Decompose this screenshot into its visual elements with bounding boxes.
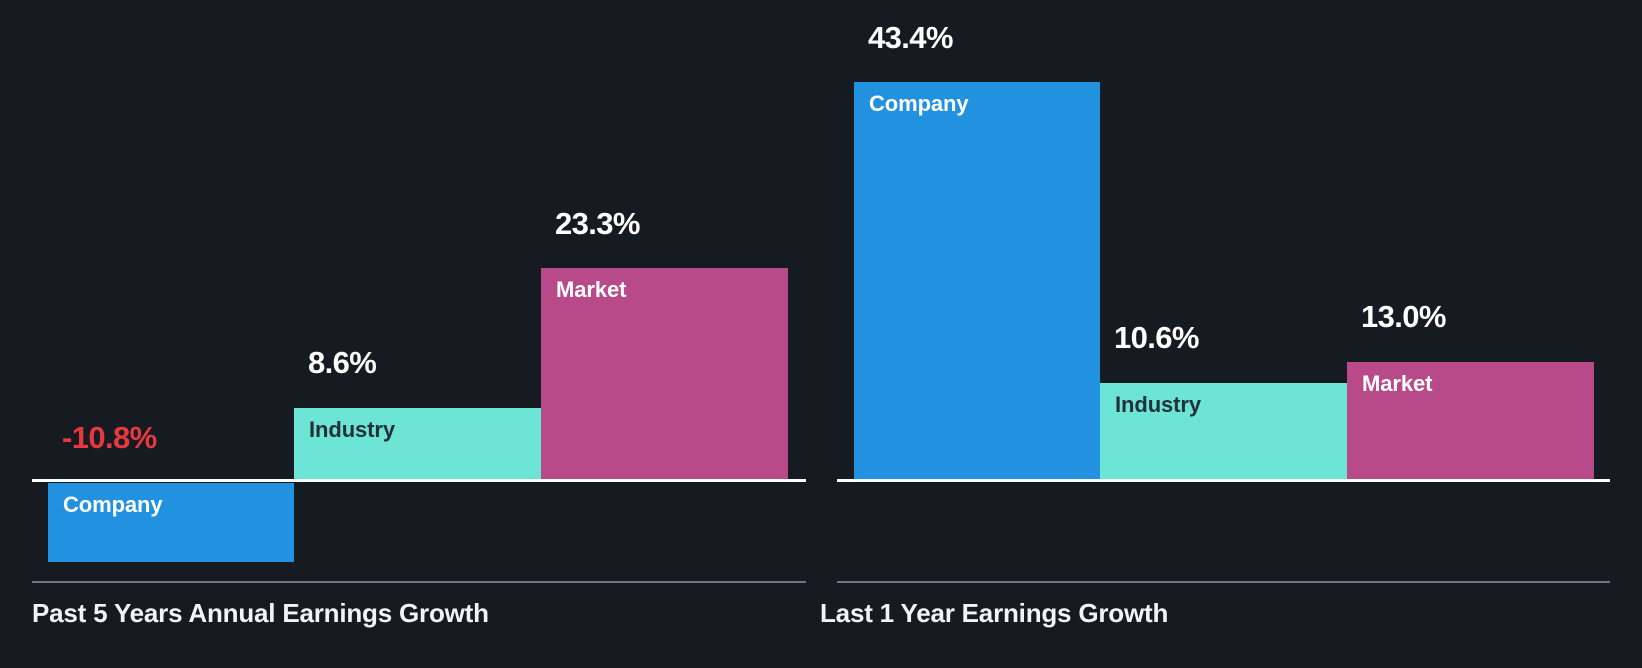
value-label-market-right: 13.0% xyxy=(1361,299,1447,334)
value-label-industry-left: 8.6% xyxy=(308,345,377,380)
bar-market-left[interactable]: Market xyxy=(541,268,788,481)
bar-label-company-right: Company xyxy=(869,91,969,116)
zero-axis-line-right xyxy=(837,479,1610,482)
value-label-market-left: 23.3% xyxy=(555,206,641,241)
bar-market-right[interactable]: Market xyxy=(1347,362,1594,481)
chart-panel-past-5-years: Company Industry Market -10.8% 8.6% 23.3… xyxy=(0,0,812,668)
bottom-axis-line-left xyxy=(32,581,806,583)
bar-label-market-right: Market xyxy=(1362,371,1433,396)
bar-label-company-left: Company xyxy=(63,492,163,517)
plot-area-left: Company Industry Market -10.8% 8.6% 23.3… xyxy=(0,0,812,583)
chart-title-last-1-year: Last 1 Year Earnings Growth xyxy=(820,598,1169,628)
value-label-industry-right: 10.6% xyxy=(1114,320,1200,355)
plot-area-right: Company Industry Market 43.4% 10.6% 13.0… xyxy=(812,0,1642,583)
value-label-company-left: -10.8% xyxy=(62,420,157,455)
bar-industry-right[interactable]: Industry xyxy=(1100,383,1347,481)
bar-label-industry-left: Industry xyxy=(309,417,395,442)
chart-panel-last-1-year: Company Industry Market 43.4% 10.6% 13.0… xyxy=(812,0,1642,668)
bar-company-left[interactable]: Company xyxy=(48,483,294,562)
bar-company-right[interactable]: Company xyxy=(854,82,1100,481)
value-label-company-right: 43.4% xyxy=(868,20,954,55)
bar-industry-left[interactable]: Industry xyxy=(294,408,541,481)
bar-label-industry-right: Industry xyxy=(1115,392,1201,417)
zero-axis-line-left xyxy=(32,479,806,482)
bottom-axis-line-right xyxy=(837,581,1610,583)
bar-label-market-left: Market xyxy=(556,277,627,302)
chart-title-past-5-years: Past 5 Years Annual Earnings Growth xyxy=(32,598,489,628)
